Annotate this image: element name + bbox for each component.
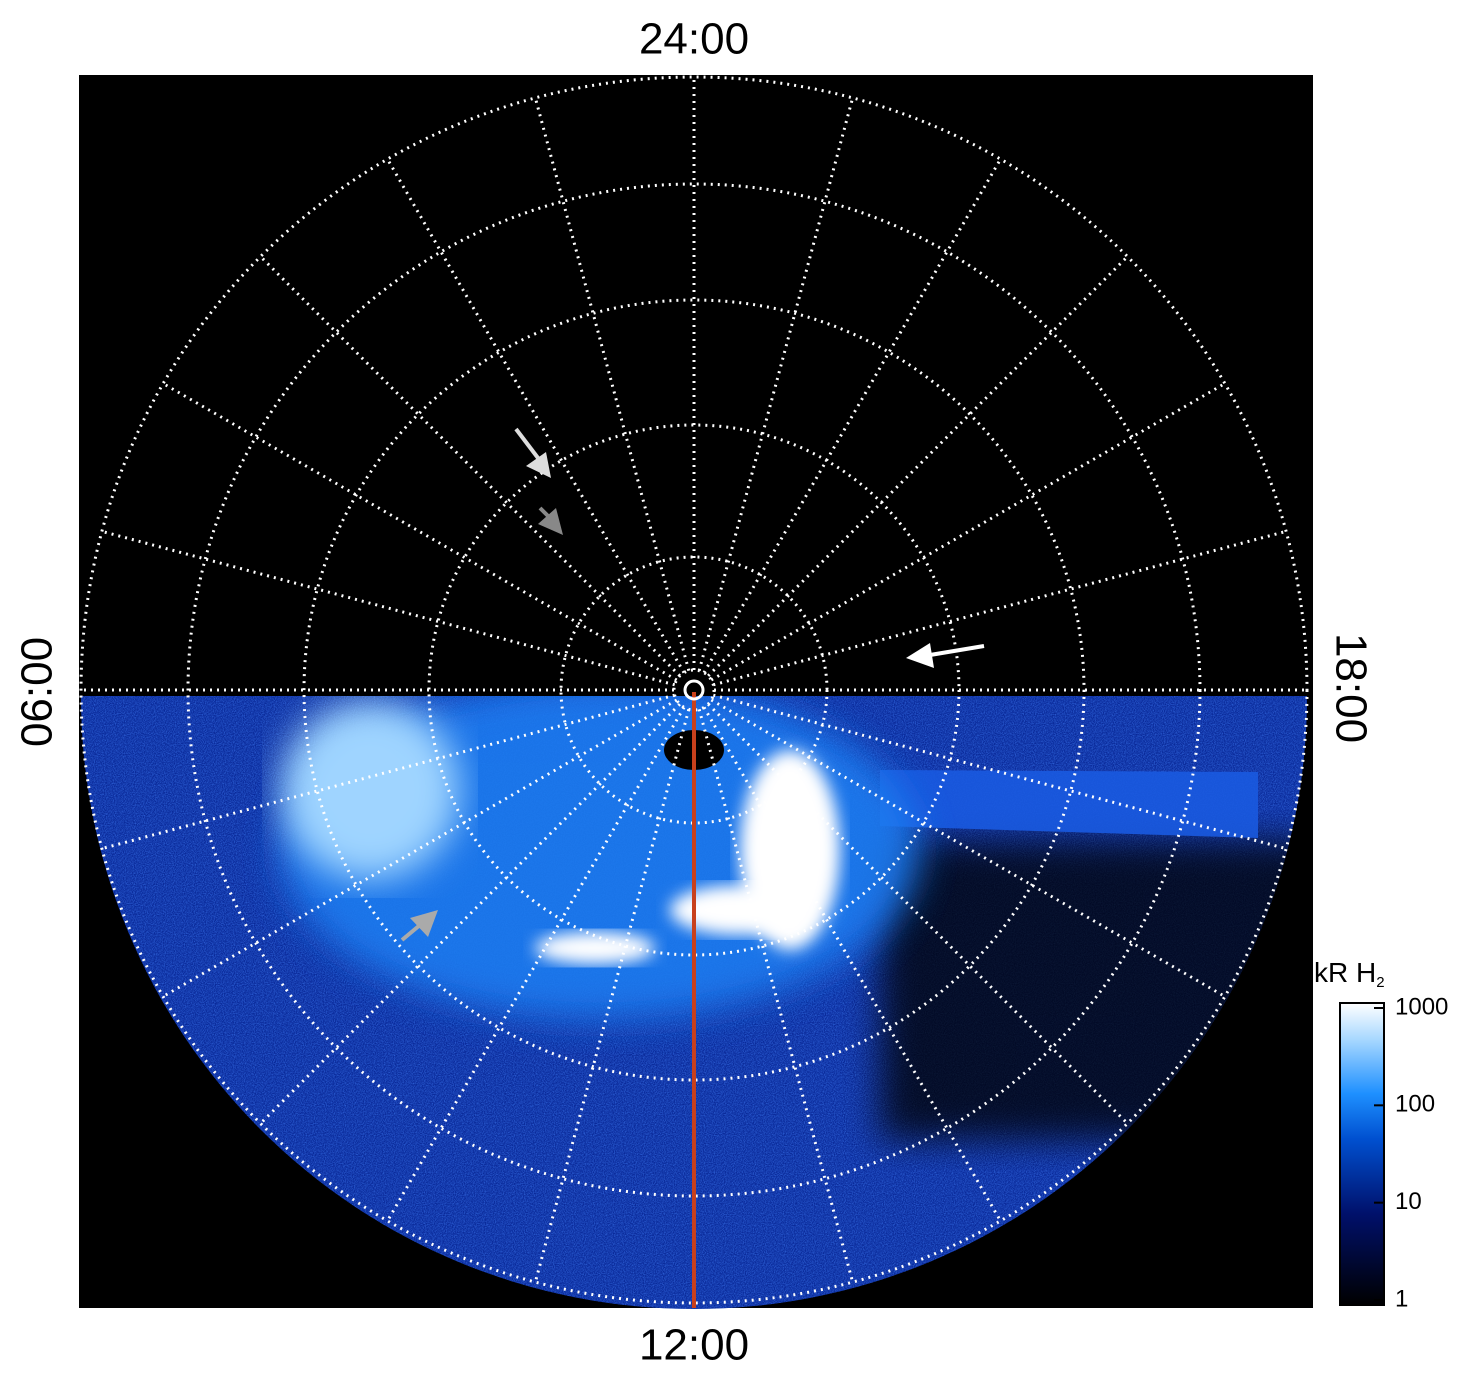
colorbar: [1339, 1002, 1385, 1306]
time-label: 12:00: [639, 1321, 749, 1370]
pole-marker: [683, 679, 705, 701]
meridian: [162, 698, 678, 998]
meridian: [710, 382, 1226, 682]
colorbar-title-main: kR H: [1314, 957, 1376, 988]
meridian: [386, 706, 686, 1222]
meridian: [162, 382, 678, 682]
colorbar-tick-label: 1000: [1395, 993, 1448, 1020]
meridian: [697, 97, 855, 672]
meridian: [386, 158, 686, 674]
colorbar-tick-label: 1: [1395, 1285, 1408, 1312]
colorbar-tick-label: 100: [1395, 1091, 1435, 1118]
time-label: 18:00: [1326, 633, 1375, 743]
meridian: [710, 698, 1226, 998]
meridian: [101, 529, 676, 687]
latitude-circle: [79, 75, 1309, 1305]
meridian: [533, 97, 691, 672]
meridian: [533, 708, 691, 1283]
meridian: [707, 703, 1129, 1125]
arrows: [400, 427, 985, 942]
meridian: [259, 703, 681, 1125]
colorbar-title: kR H2: [1314, 957, 1385, 991]
time-label: 06:00: [13, 637, 62, 747]
latitude-circle: [302, 298, 1086, 1082]
polar-grid: [79, 75, 1309, 1305]
colorbar-title-subscript: 2: [1376, 974, 1384, 991]
meridian: [712, 529, 1287, 687]
colorbar-tick-label: 10: [1395, 1188, 1422, 1215]
meridian: [697, 708, 855, 1283]
meridian: [702, 158, 1002, 674]
meridian: [707, 255, 1129, 677]
meridian: [101, 693, 676, 851]
meridian: [702, 706, 1002, 1222]
meridian: [712, 693, 1287, 851]
time-label: 24:00: [639, 15, 749, 64]
meridian: [259, 255, 681, 677]
latitude-circle: [186, 182, 1202, 1198]
